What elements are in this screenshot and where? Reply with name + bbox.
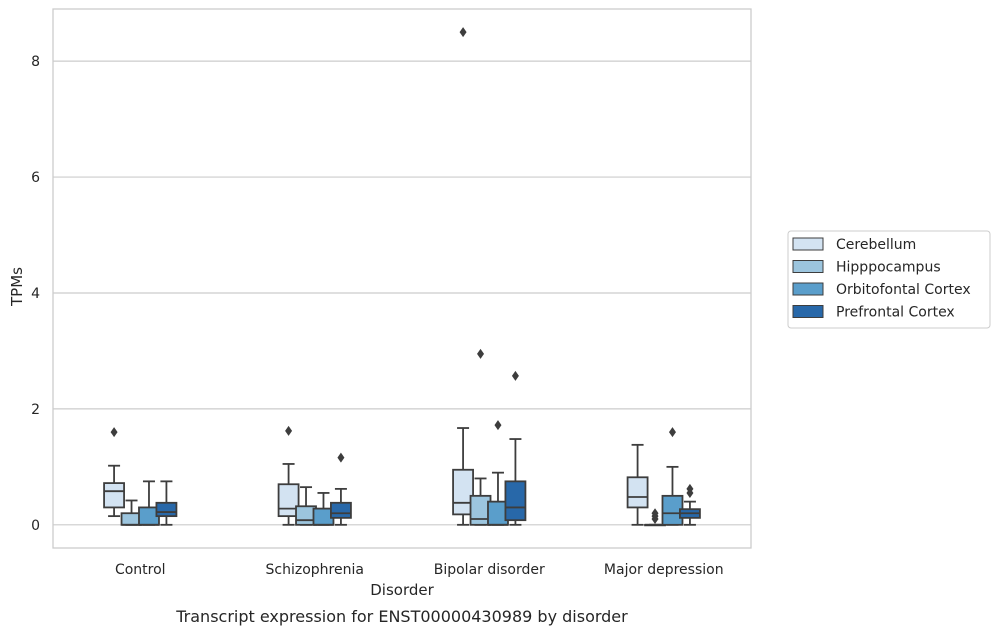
legend: Cerebellum Hipppocampus Orbitofontal Corte… <box>787 230 991 329</box>
box-0-2 <box>452 27 474 526</box>
outlier-point <box>494 420 502 431</box>
box-2-1 <box>312 492 335 526</box>
box-1-2 <box>469 348 492 526</box>
box-2-2 <box>487 420 509 526</box>
tick-labels: 0 2 4 6 8 Control Schizophrenia Bipolar disorde… <box>31 54 724 578</box>
legend-swatch <box>792 282 824 296</box>
x-tick-label: Schizophrenia <box>266 562 364 578</box>
box-0-1 <box>277 425 300 526</box>
box-3-1 <box>330 452 352 526</box>
legend-swatch <box>792 260 824 273</box>
box-0-3 <box>626 443 649 526</box>
outlier-point <box>110 427 118 438</box>
box-3-2 <box>504 370 527 526</box>
outlier-point <box>686 483 694 494</box>
box-0-0 <box>103 427 125 518</box>
outlier-point <box>459 27 467 38</box>
legend-frame <box>787 230 991 329</box>
y-tick-label: 6 <box>31 170 40 186</box>
box-layer <box>103 27 701 527</box>
plot-area-frame <box>52 8 752 549</box>
outlier-point <box>668 427 676 438</box>
y-tick-label: 4 <box>31 286 40 302</box>
y-tick-label: 2 <box>31 402 40 418</box>
y-axis-label: TPMs <box>8 267 26 307</box>
box-3-3 <box>679 483 701 526</box>
box-3-0 <box>155 480 178 526</box>
outlier-point <box>651 508 659 519</box>
outlier-point <box>337 452 345 463</box>
y-tick-label: 0 <box>31 518 40 534</box>
legend-label: Orbitofontal Cortex <box>836 282 971 298</box>
x-tick-label: Bipolar disorder <box>434 562 545 578</box>
box-body <box>155 501 178 518</box>
legend-swatch <box>792 305 824 318</box>
box-body <box>330 501 352 519</box>
x-tick-label: Major depression <box>604 562 724 578</box>
y-tick-label: 8 <box>31 54 40 70</box>
box-body <box>103 482 125 509</box>
box-body <box>626 476 649 509</box>
outlier-point <box>477 348 485 359</box>
box-2-3 <box>661 427 684 526</box>
legend-label: Hipppocampus <box>836 260 941 276</box>
chart-caption: Transcript expression for ENST0000043098… <box>175 607 628 626</box>
x-tick-label: Control <box>115 562 166 578</box>
box-1-3 <box>644 508 666 527</box>
x-axis-label: Disorder <box>370 581 434 599</box>
grid-lines <box>53 60 751 526</box>
legend-label: Cerebellum <box>836 237 916 253</box>
box-2-0 <box>138 480 160 526</box>
outlier-point <box>511 370 519 381</box>
legend-swatch <box>792 237 824 251</box>
box-body <box>504 480 527 522</box>
outlier-point <box>285 425 293 436</box>
legend-label: Prefrontal Cortex <box>836 305 955 321</box>
